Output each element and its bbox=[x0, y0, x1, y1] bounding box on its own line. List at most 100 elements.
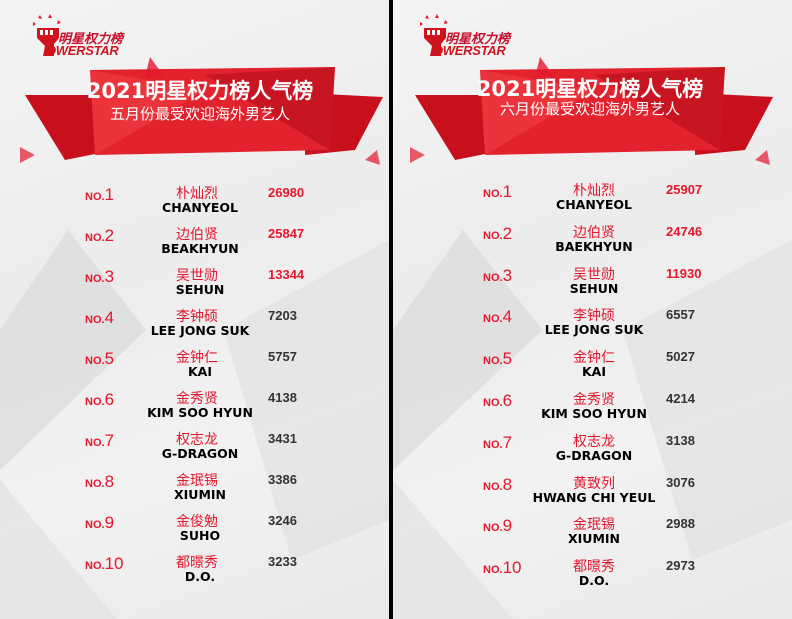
powerstar-logo: 明星权力榜 OWERSTAR bbox=[28, 12, 148, 58]
rank-prefix: NO. bbox=[85, 191, 105, 203]
rank-prefix: NO. bbox=[483, 522, 503, 535]
artist-chinese-name: 李钟硕 bbox=[176, 309, 218, 325]
rank-number: 1 bbox=[502, 182, 513, 201]
artist-chinese-name: 权志龙 bbox=[176, 432, 218, 448]
rank-prefix: NO. bbox=[483, 271, 503, 284]
rank-prefix: NO. bbox=[483, 397, 503, 409]
rank-prefix: NO. bbox=[483, 313, 503, 326]
rank-prefix: NO. bbox=[85, 437, 105, 449]
rank-label: NO.10 bbox=[483, 558, 521, 578]
vote-score: 3138 bbox=[666, 432, 695, 448]
ranking-row: NO.2 边伯贤 BAEKHYUN 24746 bbox=[393, 224, 792, 264]
rank-label: NO.5 bbox=[85, 349, 114, 369]
ribbon-shape bbox=[410, 57, 773, 165]
vote-score: 5027 bbox=[666, 349, 695, 365]
artist-english-name: HWANG CHI YEUL bbox=[532, 489, 656, 505]
rank-label: NO.10 bbox=[85, 554, 123, 574]
artist-chinese-name: 吴世勋 bbox=[176, 268, 218, 284]
artist-chinese-name: 金珉锡 bbox=[573, 517, 615, 534]
vote-score: 24746 bbox=[666, 223, 703, 239]
artist-chinese-name: 黄致列 bbox=[573, 475, 615, 492]
ranking-row: NO.3 吴世勋 SEHUN 11930 bbox=[393, 266, 792, 306]
rank-label: NO.2 bbox=[483, 224, 512, 244]
vote-score: 7203 bbox=[268, 308, 297, 323]
rank-label: NO.3 bbox=[483, 266, 512, 286]
artist-english-name: SEHUN bbox=[569, 280, 619, 296]
rank-number: 10 bbox=[502, 558, 522, 578]
fist-icon bbox=[33, 14, 61, 56]
rank-number: 4 bbox=[502, 307, 513, 327]
vote-score: 2988 bbox=[666, 516, 695, 532]
rank-prefix: NO. bbox=[483, 564, 503, 577]
rank-prefix: NO. bbox=[85, 519, 105, 531]
artist-english-name: G-DRAGON bbox=[555, 447, 633, 463]
vote-score: 3233 bbox=[268, 554, 297, 569]
ranking-row: NO.6 金秀贤 KIM SOO HYUN 4138 bbox=[0, 390, 389, 430]
vote-score: 3246 bbox=[268, 513, 297, 528]
ranking-row: NO.3 吴世勋 SEHUN 13344 bbox=[0, 267, 389, 307]
ranking-row: NO.6 金秀贤 KIM SOO HYUN 4214 bbox=[393, 391, 792, 431]
ranking-panel-june: 明星权力榜 OWERSTAR 2021明星权力榜人气榜 六月份最受欢迎海外男艺人… bbox=[393, 0, 792, 619]
ranking-row: NO.4 李钟硕 LEE JONG SUK 7203 bbox=[0, 308, 389, 348]
rank-number: 4 bbox=[104, 308, 115, 327]
rank-prefix: NO. bbox=[85, 560, 105, 572]
artist-english-name: KAI bbox=[581, 364, 606, 380]
rank-label: NO.8 bbox=[483, 475, 512, 495]
rank-prefix: NO. bbox=[483, 229, 503, 242]
artist-english-name: BEAKHYUN bbox=[161, 241, 239, 256]
logo-english-text: OWERSTAR bbox=[433, 43, 506, 58]
artist-chinese-name: 边伯贤 bbox=[176, 227, 218, 243]
rank-number: 9 bbox=[104, 513, 115, 532]
banner-subtitle: 六月份最受欢迎海外男艺人 bbox=[499, 100, 680, 118]
artist-chinese-name: 朴灿烈 bbox=[573, 183, 615, 199]
rank-label: NO.2 bbox=[85, 226, 114, 246]
rank-number: 5 bbox=[502, 349, 513, 369]
ranking-row: NO.10 都暻秀 D.O. 2973 bbox=[393, 558, 792, 598]
vote-score: 3386 bbox=[268, 472, 297, 487]
ranking-row: NO.9 金珉锡 XIUMIN 2988 bbox=[393, 516, 792, 556]
banner-subtitle: 五月份最受欢迎海外男艺人 bbox=[109, 105, 290, 123]
artist-chinese-name: 金珉锡 bbox=[176, 473, 218, 489]
rank-prefix: NO. bbox=[483, 480, 503, 493]
rank-number: 3 bbox=[502, 265, 513, 285]
vote-score: 5757 bbox=[268, 349, 297, 364]
artist-english-name: CHANYEOL bbox=[162, 200, 238, 215]
artist-english-name: D.O. bbox=[184, 569, 216, 584]
vote-score: 25847 bbox=[268, 226, 305, 241]
ranking-row: NO.7 权志龙 G-DRAGON 3138 bbox=[393, 433, 792, 473]
logo-chinese-text: 明星权力榜 bbox=[58, 32, 124, 47]
artist-chinese-name: 吴世勋 bbox=[573, 266, 615, 283]
banner-title: 2021明星权力榜人气榜 bbox=[476, 77, 704, 101]
artist-chinese-name: 李钟硕 bbox=[573, 308, 615, 325]
rank-label: NO.9 bbox=[85, 513, 114, 533]
rank-number: 1 bbox=[104, 185, 115, 204]
artist-english-name: SUHO bbox=[179, 528, 221, 543]
vote-score: 6557 bbox=[666, 307, 695, 323]
vote-score: 4214 bbox=[666, 391, 695, 406]
artist-chinese-name: 边伯贤 bbox=[573, 224, 615, 241]
ranking-row: NO.5 金钟仁 KAI 5757 bbox=[0, 349, 389, 389]
artist-chinese-name: 金秀贤 bbox=[573, 392, 615, 408]
rank-label: NO.4 bbox=[85, 308, 114, 328]
rank-number: 8 bbox=[104, 472, 115, 491]
vote-score: 3076 bbox=[666, 474, 695, 490]
ranking-row: NO.8 金珉锡 XIUMIN 3386 bbox=[0, 472, 389, 512]
ranking-row: NO.5 金钟仁 KAI 5027 bbox=[393, 349, 792, 389]
rank-label: NO.9 bbox=[483, 516, 512, 536]
rank-number: 5 bbox=[104, 349, 115, 368]
rank-number: 2 bbox=[104, 226, 115, 245]
ranking-row: NO.9 金俊勉 SUHO 3246 bbox=[0, 513, 389, 553]
artist-english-name: XIUMIN bbox=[174, 487, 226, 502]
ranking-row: NO.7 权志龙 G-DRAGON 3431 bbox=[0, 431, 389, 471]
rank-number: 7 bbox=[502, 432, 513, 452]
banner-title: 2021明星权力榜人气榜 bbox=[86, 79, 314, 103]
rank-label: NO.1 bbox=[85, 185, 114, 205]
rank-prefix: NO. bbox=[85, 273, 105, 285]
rank-label: NO.3 bbox=[85, 267, 114, 287]
ranking-row: NO.8 黄致列 HWANG CHI YEUL 3076 bbox=[393, 475, 792, 515]
rank-label: NO.7 bbox=[483, 433, 512, 453]
title-banner: 2021明星权力榜人气榜 六月份最受欢迎海外男艺人 bbox=[395, 55, 785, 165]
artist-chinese-name: 金钟仁 bbox=[176, 350, 218, 366]
rank-label: NO.4 bbox=[483, 307, 512, 327]
rank-label: NO.6 bbox=[483, 391, 512, 411]
